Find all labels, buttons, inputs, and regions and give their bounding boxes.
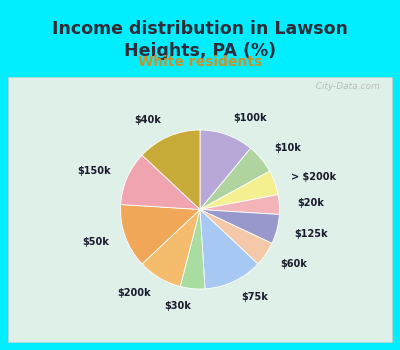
Text: $40k: $40k — [135, 116, 162, 126]
Wedge shape — [121, 155, 200, 210]
Wedge shape — [200, 171, 278, 210]
Wedge shape — [200, 130, 251, 210]
Wedge shape — [200, 148, 270, 210]
Text: City-Data.com: City-Data.com — [310, 82, 380, 91]
Text: $60k: $60k — [280, 259, 307, 269]
Text: $30k: $30k — [164, 301, 191, 311]
Text: $50k: $50k — [82, 237, 109, 247]
Text: $150k: $150k — [77, 166, 111, 176]
Wedge shape — [200, 210, 258, 289]
Wedge shape — [200, 195, 280, 215]
Text: $10k: $10k — [275, 143, 302, 153]
Text: $75k: $75k — [241, 292, 268, 302]
Text: $100k: $100k — [233, 113, 266, 123]
FancyBboxPatch shape — [8, 77, 392, 342]
Wedge shape — [142, 210, 200, 287]
Text: $20k: $20k — [297, 198, 324, 208]
Wedge shape — [180, 210, 205, 289]
Wedge shape — [120, 204, 200, 264]
Text: $200k: $200k — [117, 288, 151, 298]
Wedge shape — [142, 130, 200, 210]
Wedge shape — [200, 210, 272, 264]
Text: > $200k: > $200k — [291, 172, 336, 182]
Wedge shape — [200, 210, 279, 243]
Text: White residents: White residents — [138, 55, 262, 69]
Text: Income distribution in Lawson
Heights, PA (%): Income distribution in Lawson Heights, P… — [52, 20, 348, 60]
Text: $125k: $125k — [294, 229, 328, 239]
